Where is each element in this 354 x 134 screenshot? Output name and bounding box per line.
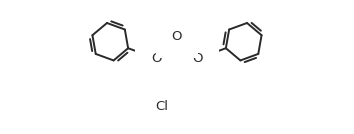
Text: O: O bbox=[172, 29, 182, 42]
Text: O: O bbox=[193, 52, 203, 65]
Text: O: O bbox=[151, 52, 161, 65]
Text: P: P bbox=[173, 59, 181, 74]
Text: Cl: Cl bbox=[155, 100, 168, 113]
